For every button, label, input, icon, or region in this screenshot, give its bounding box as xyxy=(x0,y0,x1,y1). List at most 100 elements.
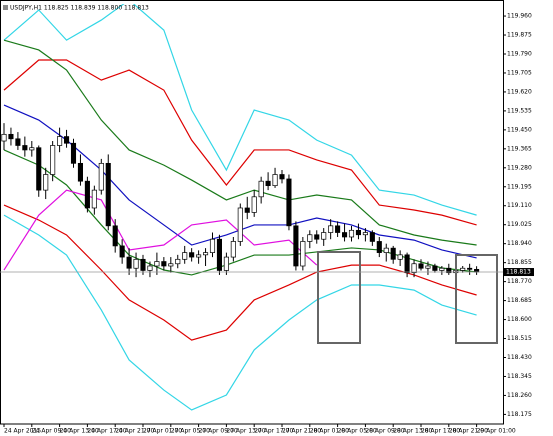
candle-body xyxy=(230,241,236,258)
highlight-box xyxy=(455,254,498,344)
highlight-box xyxy=(317,251,361,344)
candle-body xyxy=(369,232,375,242)
candle-body xyxy=(307,234,313,242)
y-tick-label: 118.770 xyxy=(507,278,532,285)
y-tick-label: 119.450 xyxy=(507,126,532,133)
candle-body xyxy=(189,252,195,258)
candle-body xyxy=(314,234,320,240)
candle-body xyxy=(8,133,14,140)
indicator-layer xyxy=(3,4,477,411)
price-tag xyxy=(504,268,534,277)
candle-body xyxy=(119,245,125,258)
candle-body xyxy=(251,196,257,213)
candle-body xyxy=(43,174,49,191)
y-tick-label: 118.515 xyxy=(507,335,532,342)
candle-body xyxy=(362,232,368,236)
candle-body xyxy=(36,147,42,191)
candle-body xyxy=(84,180,90,209)
candle-body xyxy=(70,142,77,164)
candle-body xyxy=(265,180,271,187)
y-tick-label: 119.960 xyxy=(507,13,532,20)
candle-body xyxy=(209,238,216,253)
candle-body xyxy=(411,263,417,274)
y-tick-label: 118.600 xyxy=(507,316,532,323)
candle-body xyxy=(244,207,250,213)
candle-body xyxy=(425,265,431,269)
x-tick-label: 27 Apr 13:00 xyxy=(226,428,265,435)
candle-body xyxy=(258,180,264,198)
candle-body xyxy=(57,136,63,146)
candle-body xyxy=(397,254,403,260)
y-tick-label: 118.175 xyxy=(507,411,532,418)
indicator-line xyxy=(3,204,477,341)
y-tick-label: 118.260 xyxy=(507,392,532,399)
x-tick-label: 24 Apr 2015 xyxy=(4,428,41,435)
candle-body xyxy=(77,162,84,182)
symbol-icon xyxy=(3,5,8,10)
candle-body xyxy=(216,238,223,271)
x-tick-label: 27 Apr 05:00 xyxy=(171,428,210,435)
x-tick-label: 24 Apr 21:00 xyxy=(115,428,154,435)
x-tick-label: 27 Apr 17:00 xyxy=(254,428,293,435)
candle-body xyxy=(22,145,28,151)
candle-layer xyxy=(1,123,480,278)
candle-body xyxy=(50,145,56,175)
candle-body xyxy=(91,189,97,209)
candle-body xyxy=(390,247,396,260)
candle-body xyxy=(105,162,111,227)
candle-body xyxy=(98,162,104,191)
candle-body xyxy=(355,229,362,236)
candle-body xyxy=(300,241,306,267)
candle-body xyxy=(175,258,181,265)
chart-title: USDJPY,H1 118.825 118.839 118.800 118.81… xyxy=(10,5,149,12)
x-tick-label: 28 Apr 01:00 xyxy=(310,428,349,435)
x-tick-label: 29 Apr 01:00 xyxy=(477,428,516,435)
candle-body xyxy=(272,174,278,187)
indicator-line xyxy=(3,149,477,276)
y-tick-label: 118.855 xyxy=(507,259,532,266)
candle-body xyxy=(29,147,35,151)
candle-body xyxy=(182,252,188,260)
candle-body xyxy=(348,229,355,238)
x-tick-label: 24 Apr 09:00 xyxy=(32,428,71,435)
x-tick-label: 28 Apr 21:00 xyxy=(449,428,488,435)
y-tick-label: 119.195 xyxy=(507,183,532,190)
candle-body xyxy=(439,267,445,271)
y-tick-label: 118.345 xyxy=(507,373,532,380)
x-tick-label: 24 Apr 17:00 xyxy=(87,428,126,435)
candle-body xyxy=(133,258,139,269)
x-tick-label: 28 Apr 13:00 xyxy=(393,428,432,435)
candle-body xyxy=(286,178,292,227)
x-tick-label: 28 Apr 17:00 xyxy=(421,428,460,435)
indicator-line xyxy=(3,59,477,226)
candle-body xyxy=(237,207,243,242)
candle-body xyxy=(328,225,334,233)
x-tick-label: 27 Apr 21:00 xyxy=(282,428,321,435)
candle-body xyxy=(376,241,382,253)
candle-body xyxy=(168,263,174,267)
candle-body xyxy=(147,265,153,271)
candle-body xyxy=(140,258,146,271)
y-tick-label: 118.685 xyxy=(507,297,532,304)
candle-body xyxy=(63,136,70,144)
y-tick-label: 119.110 xyxy=(507,202,532,209)
indicator-line xyxy=(3,214,477,411)
candle-body xyxy=(279,174,285,180)
candle-body xyxy=(467,267,473,270)
indicator-line xyxy=(3,4,477,216)
y-tick-label: 119.620 xyxy=(507,88,532,95)
x-tick-label: 27 Apr 01:00 xyxy=(143,428,182,435)
y-tick-label: 119.705 xyxy=(507,69,532,76)
candle-body xyxy=(196,254,202,258)
price-label: 118.813 xyxy=(506,269,531,276)
candle-body xyxy=(15,138,21,146)
candle-body xyxy=(335,225,341,233)
candle-body xyxy=(446,267,452,274)
candle-body xyxy=(126,256,132,269)
y-tick-label: 118.940 xyxy=(507,240,532,247)
y-tick-label: 119.535 xyxy=(507,107,532,114)
candle-body xyxy=(223,256,229,271)
y-tick-label: 119.790 xyxy=(507,50,532,57)
candle-body xyxy=(460,267,466,271)
